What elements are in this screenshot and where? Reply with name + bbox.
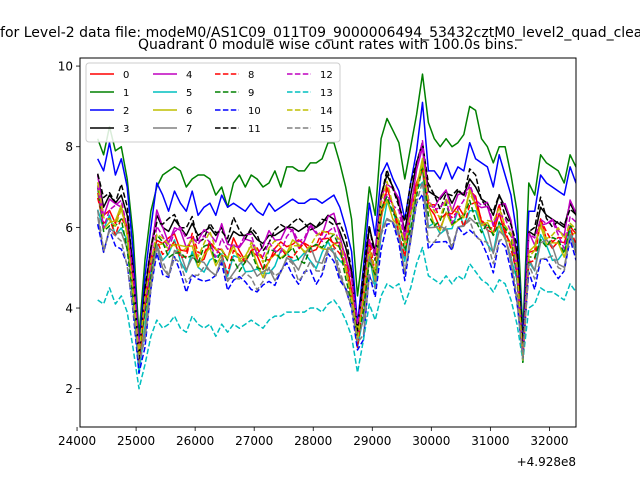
legend-entry-11: 11 (215, 124, 261, 135)
series-line-1 (96, 73, 576, 338)
legend-entry-10: 10 (215, 106, 261, 117)
x-tick-label: 31000 (471, 434, 509, 448)
x-tick-label: 32000 (530, 434, 568, 448)
legend-label-15: 15 (320, 124, 333, 135)
series-line-6 (96, 157, 576, 360)
legend-entry-2: 2 (90, 106, 129, 117)
legend-label-5: 5 (186, 88, 192, 99)
legend-label-10: 10 (248, 106, 261, 117)
legend-entry-8: 8 (215, 70, 254, 81)
legend-entry-0: 0 (90, 70, 129, 81)
legend-label-9: 9 (248, 88, 254, 99)
x-tick-label: 28000 (294, 434, 332, 448)
series-line-15 (96, 181, 576, 364)
axes-frame (79, 57, 577, 428)
series-line-2 (97, 101, 576, 350)
series-line-13 (97, 246, 576, 390)
legend-entry-12: 12 (287, 70, 333, 81)
legend-entry-7: 7 (153, 124, 192, 135)
legend-label-7: 7 (186, 124, 192, 135)
x-tick-label: 24000 (58, 434, 96, 448)
legend-label-12: 12 (320, 70, 333, 81)
series-line-10 (96, 193, 576, 374)
legend-entry-15: 15 (287, 124, 333, 135)
legend-label-4: 4 (186, 70, 192, 81)
legend-label-8: 8 (248, 70, 254, 81)
y-tick-label: 6 (65, 221, 73, 235)
series-layer (96, 73, 576, 390)
legend-frame (85, 62, 341, 143)
legend-label-13: 13 (320, 88, 333, 99)
x-tick-label: 30000 (412, 434, 450, 448)
legend-label-6: 6 (186, 106, 192, 117)
legend-label-1: 1 (123, 88, 129, 99)
y-tick-label: 2 (65, 382, 73, 396)
x-tick-label: 26000 (176, 434, 214, 448)
x-tick-label: 27000 (235, 434, 273, 448)
legend-label-2: 2 (123, 106, 129, 117)
series-line-14 (96, 161, 576, 361)
y-tick-label: 4 (65, 302, 73, 316)
legend-label-3: 3 (123, 124, 129, 135)
y-axis: 2 4 6 8 10 (58, 60, 80, 396)
legend-entry-1: 1 (90, 88, 129, 99)
axes-title: Quadrant 0 module wise count rates with … (138, 37, 518, 53)
legend-entry-6: 6 (153, 106, 192, 117)
legend-entry-5: 5 (153, 88, 192, 99)
legend-label-11: 11 (248, 124, 261, 135)
legend-entry-4: 4 (153, 70, 192, 81)
x-offset-label: +4.928e8 (517, 455, 576, 469)
y-tick-label: 8 (65, 140, 73, 154)
x-tick-label: 25000 (117, 434, 155, 448)
legend-entry-9: 9 (215, 88, 254, 99)
x-tick-label: 29000 (353, 434, 391, 448)
legend-label-14: 14 (320, 106, 333, 117)
legend-label-0: 0 (123, 70, 129, 81)
legend-entry-14: 14 (287, 106, 333, 117)
x-axis: 24000 25000 26000 27000 28000 29000 30000 31000… (58, 427, 569, 448)
series-line-4 (96, 146, 576, 353)
legend-entry-3: 3 (90, 124, 129, 135)
legend-entry-13: 13 (287, 88, 333, 99)
y-tick-label: 10 (58, 60, 73, 74)
figure-suptitle: Plots for Level-2 data file: modeM0/AS1C… (0, 25, 640, 41)
